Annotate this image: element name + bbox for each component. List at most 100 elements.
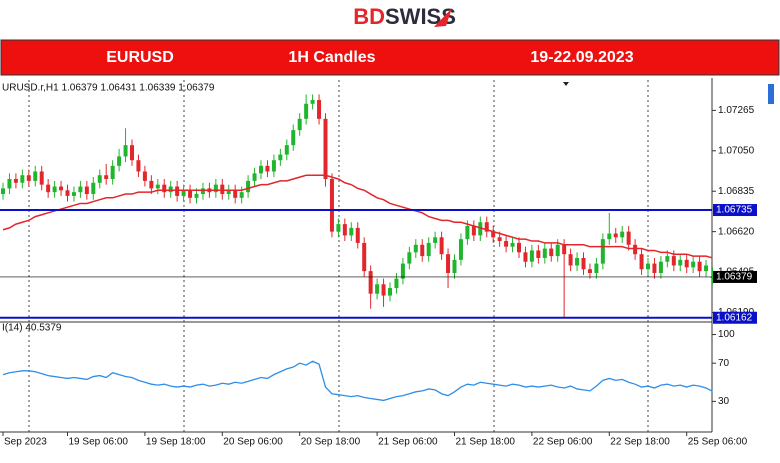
candle-body [239,192,244,198]
x-tick-label: 19 Sep 18:00 [146,437,206,448]
y-tick-label: 100 [718,329,735,340]
candle-body [665,256,670,262]
candle-body [200,188,205,195]
logo-mark [434,8,452,27]
candle-body [575,257,580,266]
candle-body [587,269,592,273]
x-tick-label: 21 Sep 06:00 [378,437,438,448]
candle-body [471,226,476,236]
candle-body [413,244,418,253]
y-tick-label: 1.07265 [718,105,755,116]
candle-body [46,184,51,193]
candle-body [233,190,238,198]
candle-body [317,100,322,119]
candle-body [607,233,612,240]
x-tick-label: 20 Sep 06:00 [223,437,283,448]
candle-body [259,165,263,174]
candle-body [620,231,625,238]
panel-title: I(14) 40.5379 [2,323,62,334]
level-label: 1.06379 [716,272,753,283]
x-tick-label: 21 Sep 18:00 [456,437,516,448]
candle-body [704,265,709,272]
y-tick-label: 1.06835 [718,186,755,197]
candle-body [568,254,573,266]
candle-body [252,173,257,181]
candle-body [304,103,309,119]
candle-body [491,231,496,238]
x-tick-label: Sep 2023 [4,437,47,448]
candle-body [13,179,18,183]
y-tick-label: 1.07050 [718,145,755,156]
candle-body [175,186,180,196]
level-label: 1.06735 [716,205,753,216]
candle-body [555,244,560,257]
candle-body [59,186,64,191]
candle-body [671,256,676,266]
candle-body [536,250,541,258]
banner-pair: EURUSD [106,49,174,66]
candle-body [710,276,715,278]
candle-body [517,242,521,253]
x-tick-label: 19 Sep 06:00 [69,437,129,448]
candle-body [181,190,186,196]
candle-body [123,145,128,157]
candle-body [323,118,328,179]
candle-body [375,284,380,294]
candle-body [52,186,57,193]
candle-body [581,257,586,270]
candle-body [600,239,605,264]
x-tick-label: 20 Sep 18:00 [301,437,361,448]
candle-body [613,233,618,238]
candle-body [162,184,167,193]
scrollbar [768,84,774,104]
candle-body [78,186,83,193]
y-tick-label: 30 [718,396,730,407]
candle-body [465,226,470,240]
candle-body [658,261,663,273]
candle-body [297,118,302,131]
candle-body [284,145,289,155]
candle-body [355,227,360,243]
candle-body [7,179,12,189]
candle-body [246,180,251,193]
candle-body [188,190,193,198]
candle-body [349,227,354,236]
moving-average [2,174,713,259]
y-tick-label: 70 [718,358,730,369]
candle-body [226,190,231,195]
candle-body [407,252,412,264]
level-label-bg [713,270,757,283]
candle-body [136,160,141,172]
candle-body [117,156,122,166]
candle-body [504,241,509,247]
candle-body [452,259,457,273]
rsi-line [2,360,713,402]
candle-body [291,130,296,146]
candle-body [529,250,534,262]
candle-body [678,259,683,266]
candle-body [633,244,638,255]
banner-dates: 19-22.09.2023 [530,49,633,66]
candle-body [329,179,334,232]
banner [0,39,780,76]
candle-body [278,154,283,161]
candle-body [684,259,689,268]
candle-body [213,184,218,193]
candle-body [433,237,438,243]
candle-body [84,186,89,195]
candle-body [426,242,431,257]
x-tick-label: 22 Sep 06:00 [533,437,593,448]
candle-body [39,171,44,185]
candle-body [336,224,341,232]
candle-body [310,100,315,104]
candle-body [646,263,650,270]
candle-body [265,165,270,172]
candle-body [71,192,76,196]
candle-body [20,175,25,183]
candle-body [691,261,696,268]
candle-body [562,244,567,255]
candle-body [104,175,109,179]
candle-body [497,237,502,242]
candle-body [220,184,225,195]
candle-body [420,244,425,257]
